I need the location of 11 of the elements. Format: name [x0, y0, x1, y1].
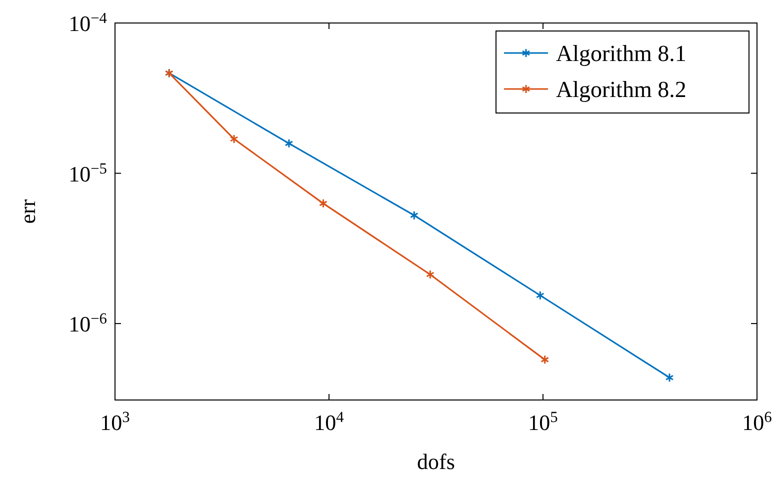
y-tick-label: 10$^{−4}$	[68, 10, 108, 36]
x-tick-label: 10$^{3}$	[100, 408, 130, 435]
legend-label: Algorithm 8.2	[556, 77, 686, 102]
x-tick-label: 10$^{5}$	[528, 408, 558, 435]
x-axis-title: dofs	[417, 449, 455, 474]
x-tick-label: 10$^{4}$	[314, 408, 344, 435]
y-axis-title: err	[15, 198, 40, 224]
y-tick-label: 10$^{−5}$	[68, 160, 108, 186]
x-tick-label: 10$^{6}$	[742, 408, 772, 435]
legend-label: Algorithm 8.1	[556, 41, 686, 66]
y-tick-label: 10$^{−6}$	[68, 310, 108, 337]
